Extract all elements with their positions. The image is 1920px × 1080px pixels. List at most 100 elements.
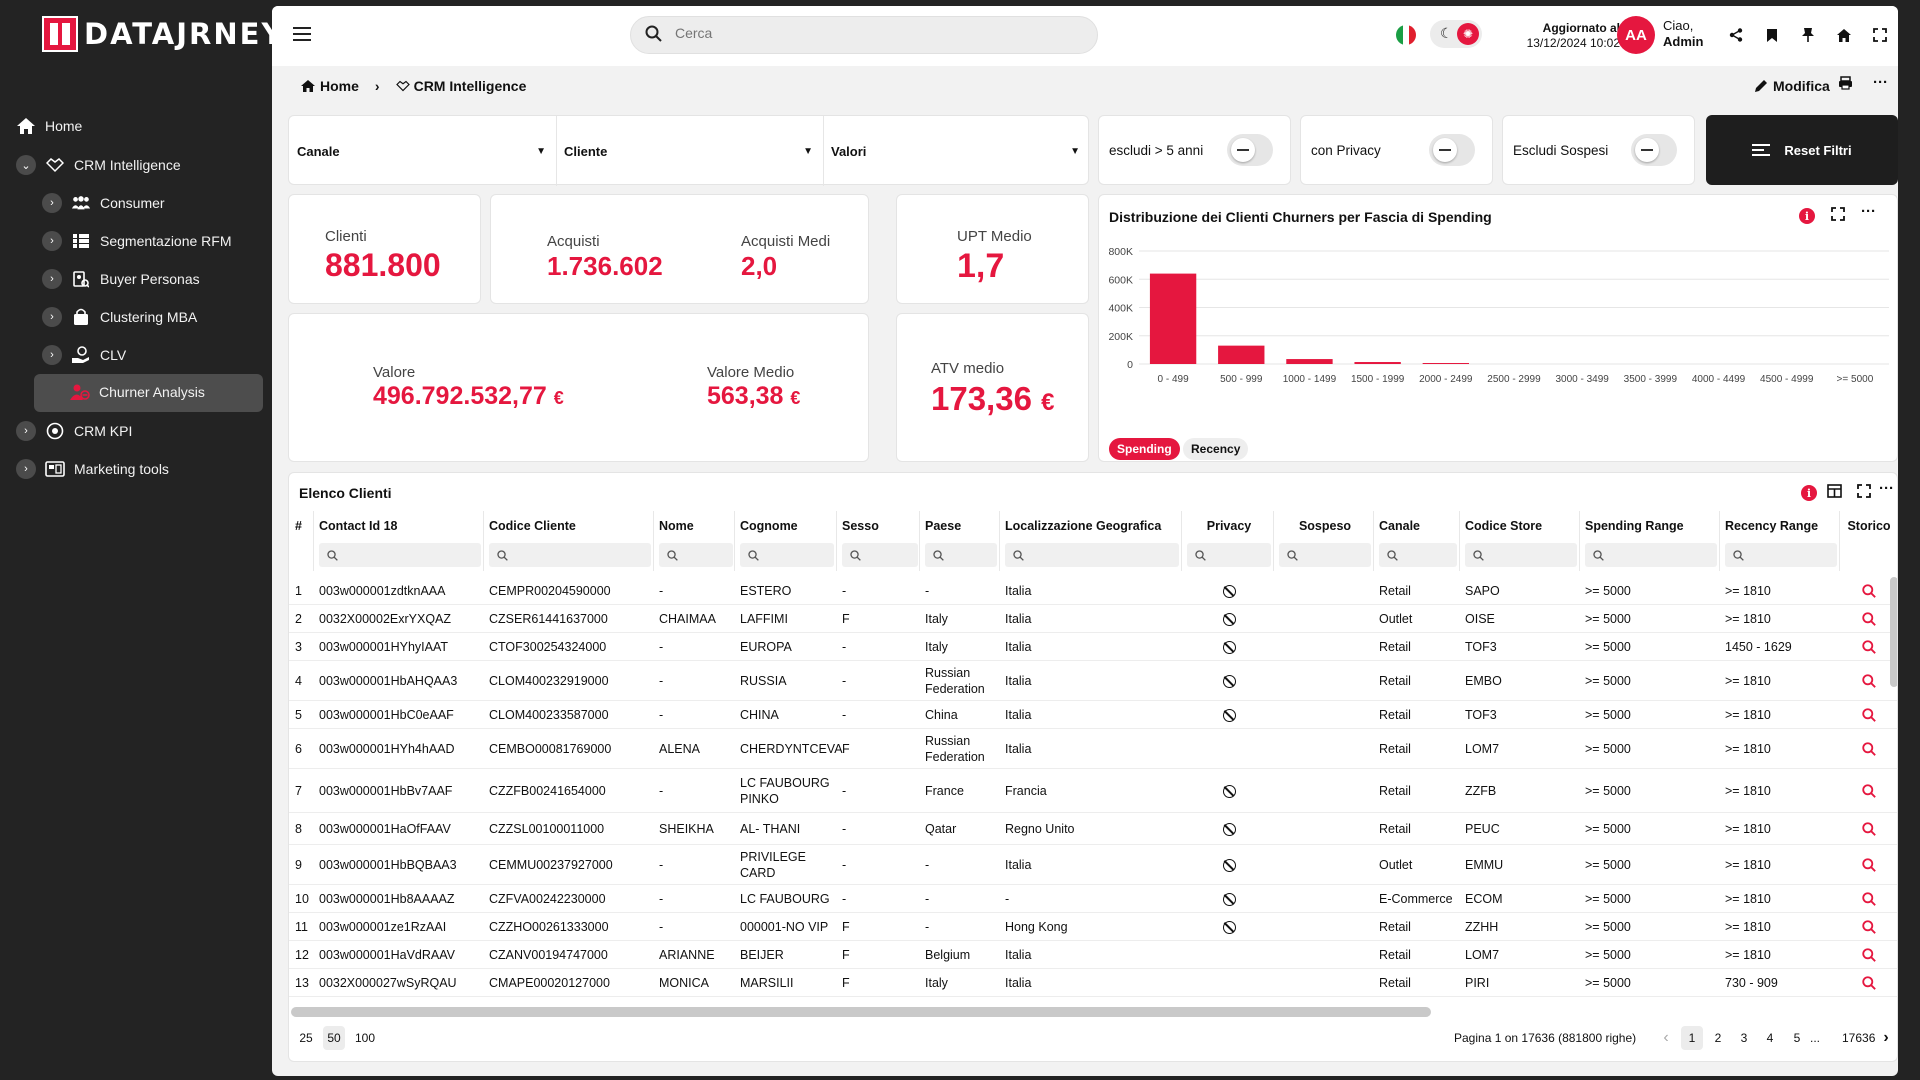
columns-icon[interactable]	[1827, 484, 1842, 502]
column-header[interactable]: Codice Cliente	[489, 519, 576, 533]
page-number[interactable]: 2	[1714, 1031, 1722, 1045]
table-row[interactable]	[289, 605, 1897, 633]
sidebar-item-buyer-personas[interactable]: › Buyer Personas	[42, 269, 200, 289]
table-cell[interactable]	[1845, 729, 1893, 769]
table-cell[interactable]	[1845, 941, 1893, 969]
bookmark-icon[interactable]	[1761, 24, 1783, 46]
sidebar-item-marketing-tools[interactable]: › Marketing tools	[16, 459, 169, 479]
column-header[interactable]: Paese	[925, 519, 962, 533]
column-header[interactable]: Codice Store	[1465, 519, 1543, 533]
menu-icon[interactable]	[293, 27, 311, 41]
info-button[interactable]: i	[1801, 485, 1817, 501]
table-row[interactable]	[289, 941, 1897, 969]
table-cell[interactable]	[1845, 661, 1893, 701]
table-row[interactable]	[289, 633, 1897, 661]
sidebar-item-churner-analysis[interactable]: Churner Analysis	[70, 383, 205, 401]
magnifier-icon[interactable]	[1862, 858, 1876, 872]
more-options-icon[interactable]: ···	[1861, 203, 1876, 220]
table-cell[interactable]	[1845, 845, 1893, 885]
table-cell[interactable]	[1845, 769, 1893, 813]
column-filter-input[interactable]	[1465, 543, 1577, 567]
column-header[interactable]: Recency Range	[1725, 519, 1819, 533]
column-filter-input[interactable]	[1725, 543, 1837, 567]
magnifier-icon[interactable]	[1862, 976, 1876, 990]
theme-toggle[interactable]: ☾ ✺	[1430, 20, 1482, 48]
sospesi-toggle[interactable]	[1631, 134, 1677, 166]
chevron-right-icon[interactable]: ›	[42, 193, 62, 213]
magnifier-icon[interactable]	[1862, 822, 1876, 836]
chevron-left-icon[interactable]: ‹	[1663, 1029, 1669, 1046]
page-number-last[interactable]: 17636	[1842, 1031, 1876, 1045]
reset-filters-button[interactable]: Reset Filtri	[1706, 115, 1898, 185]
table-row[interactable]	[289, 769, 1897, 813]
table-row[interactable]	[289, 701, 1897, 729]
magnifier-icon[interactable]	[1862, 784, 1876, 798]
search-bar[interactable]	[630, 16, 1098, 54]
page-number[interactable]: 1	[1681, 1026, 1703, 1050]
chevron-right-icon[interactable]: ›	[42, 231, 62, 251]
chevron-right-icon[interactable]: ›	[16, 421, 36, 441]
fullscreen-icon[interactable]	[1831, 207, 1845, 225]
column-header[interactable]: #	[295, 519, 302, 533]
home-icon[interactable]	[1833, 24, 1855, 46]
info-button[interactable]: i	[1799, 208, 1815, 224]
table-row[interactable]	[289, 661, 1897, 701]
column-filter-input[interactable]	[925, 543, 997, 567]
table-row[interactable]	[289, 845, 1897, 885]
column-header[interactable]: Cognome	[740, 519, 798, 533]
column-header[interactable]: Sesso	[842, 519, 879, 533]
chevron-down-icon[interactable]: ⌄	[16, 155, 36, 175]
column-filter-input[interactable]	[489, 543, 651, 567]
column-header[interactable]: Storico	[1847, 519, 1891, 533]
column-filter-input[interactable]	[659, 543, 733, 567]
privacy-toggle[interactable]	[1429, 134, 1475, 166]
magnifier-icon[interactable]	[1862, 920, 1876, 934]
column-header[interactable]: Nome	[659, 519, 694, 533]
table-cell[interactable]	[1845, 577, 1893, 605]
magnifier-icon[interactable]	[1862, 584, 1876, 598]
page-number[interactable]: 5	[1793, 1031, 1801, 1045]
breadcrumb-home[interactable]: Home	[300, 78, 359, 94]
table-row[interactable]	[289, 813, 1897, 845]
table-row[interactable]	[289, 913, 1897, 941]
column-filter-input[interactable]	[319, 543, 481, 567]
vertical-scrollbar[interactable]	[1890, 577, 1897, 687]
page-size-option[interactable]: 50	[323, 1026, 345, 1050]
share-icon[interactable]	[1725, 24, 1747, 46]
column-filter-input[interactable]	[842, 543, 918, 567]
column-filter-input[interactable]	[1005, 543, 1179, 567]
cliente-dropdown[interactable]: Cliente ▼	[556, 116, 823, 186]
magnifier-icon[interactable]	[1862, 640, 1876, 654]
fullscreen-icon[interactable]	[1869, 24, 1891, 46]
avatar[interactable]: AA	[1617, 16, 1655, 54]
table-cell[interactable]	[1845, 969, 1893, 997]
page-number[interactable]: 3	[1740, 1031, 1748, 1045]
table-cell[interactable]	[1845, 885, 1893, 913]
column-filter-input[interactable]	[740, 543, 834, 567]
magnifier-icon[interactable]	[1862, 742, 1876, 756]
magnifier-icon[interactable]	[1862, 948, 1876, 962]
chevron-right-icon[interactable]: ›	[42, 307, 62, 327]
recency-tab[interactable]: Recency	[1183, 438, 1249, 460]
table-cell[interactable]	[1845, 701, 1893, 729]
magnifier-icon[interactable]	[1862, 708, 1876, 722]
app-logo[interactable]: DATAJRNEY	[42, 14, 284, 54]
column-filter-input[interactable]	[1187, 543, 1271, 567]
sidebar-item-consumer[interactable]: › Consumer	[42, 193, 165, 213]
print-icon[interactable]	[1838, 76, 1853, 94]
sidebar-item-clv[interactable]: › CLV	[42, 345, 126, 365]
sidebar-item-crm-intelligence[interactable]: ⌄ CRM Intelligence	[16, 155, 181, 175]
edit-button[interactable]: Modifica	[1754, 78, 1830, 94]
page-size-option[interactable]: 25	[299, 1031, 313, 1045]
column-header[interactable]: Localizzazione Geografica	[1005, 519, 1162, 533]
spending-tab[interactable]: Spending	[1109, 438, 1180, 460]
chevron-right-icon[interactable]: ›	[42, 269, 62, 289]
sidebar-item-segmentazione-rfm[interactable]: › Segmentazione RFM	[42, 231, 232, 251]
search-input[interactable]	[675, 25, 1055, 41]
valori-dropdown[interactable]: Valori ▼	[823, 116, 1090, 186]
chevron-right-icon[interactable]: ›	[1883, 1029, 1889, 1046]
chevron-right-icon[interactable]: ›	[42, 345, 62, 365]
fullscreen-icon[interactable]	[1857, 484, 1871, 502]
italian-flag-icon[interactable]	[1396, 25, 1416, 45]
magnifier-icon[interactable]	[1862, 892, 1876, 906]
